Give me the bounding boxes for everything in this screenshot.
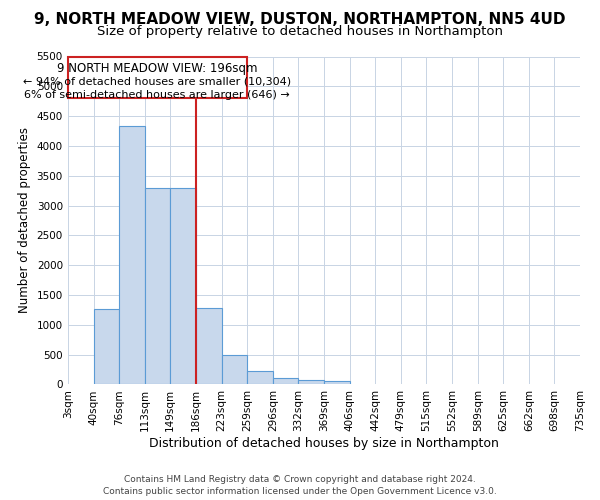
- Bar: [68, 56, 247, 98]
- Text: Contains HM Land Registry data © Crown copyright and database right 2024.
Contai: Contains HM Land Registry data © Crown c…: [103, 474, 497, 496]
- Text: 9 NORTH MEADOW VIEW: 196sqm: 9 NORTH MEADOW VIEW: 196sqm: [57, 62, 257, 76]
- Text: ← 94% of detached houses are smaller (10,304): ← 94% of detached houses are smaller (10…: [23, 76, 292, 86]
- Bar: [222, 355, 247, 384]
- Bar: [145, 188, 170, 384]
- Bar: [273, 378, 298, 384]
- Bar: [94, 308, 119, 384]
- X-axis label: Distribution of detached houses by size in Northampton: Distribution of detached houses by size …: [149, 437, 499, 450]
- Bar: [170, 188, 196, 384]
- Bar: [324, 381, 350, 384]
- Bar: [247, 371, 273, 384]
- Bar: [298, 380, 324, 384]
- Bar: [196, 308, 222, 384]
- Bar: [119, 126, 145, 384]
- Text: 6% of semi-detached houses are larger (646) →: 6% of semi-detached houses are larger (6…: [25, 90, 290, 100]
- Text: Size of property relative to detached houses in Northampton: Size of property relative to detached ho…: [97, 25, 503, 38]
- Y-axis label: Number of detached properties: Number of detached properties: [18, 128, 31, 314]
- Text: 9, NORTH MEADOW VIEW, DUSTON, NORTHAMPTON, NN5 4UD: 9, NORTH MEADOW VIEW, DUSTON, NORTHAMPTO…: [34, 12, 566, 28]
